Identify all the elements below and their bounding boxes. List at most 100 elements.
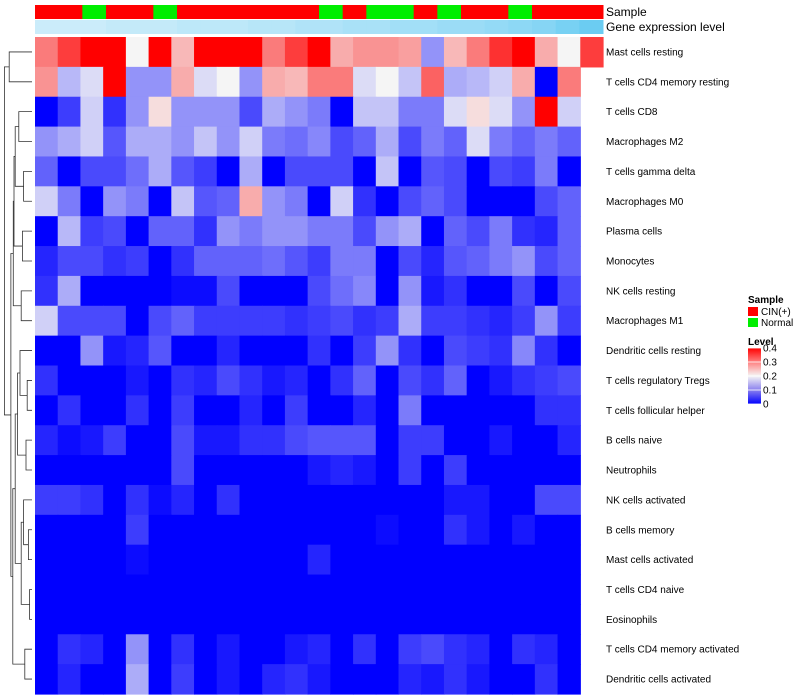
heatmap-cell (216, 37, 241, 68)
heatmap-cell (443, 305, 468, 337)
heatmap-cell (284, 66, 309, 98)
heatmap-cell (421, 275, 445, 307)
heatmap-cell (262, 66, 286, 98)
sample-annotation-cell (366, 5, 391, 19)
heatmap-cell (557, 305, 581, 337)
heatmap-cell (534, 66, 559, 98)
sample-annotation-cell (248, 5, 273, 19)
heatmap-cell (489, 246, 513, 277)
heatmap-cell (239, 395, 263, 426)
row-label: T cells CD4 memory resting (606, 77, 729, 88)
heatmap-cell (262, 126, 286, 158)
expression-annotation-bar (35, 20, 604, 34)
heatmap-cell (35, 335, 59, 367)
heatmap-cell (353, 246, 377, 277)
heatmap-cell (534, 574, 559, 606)
heatmap-cell (148, 335, 172, 367)
heatmap-cell (80, 156, 104, 187)
row-label: T cells gamma delta (606, 167, 696, 178)
heatmap-cell (421, 186, 445, 217)
heatmap-cell (489, 425, 513, 456)
heatmap-cell (194, 275, 218, 307)
heatmap-cell (57, 604, 82, 635)
heatmap-cell (284, 425, 309, 456)
heatmap-cell (375, 455, 400, 486)
heatmap-cell (35, 216, 59, 247)
heatmap-cell (262, 634, 286, 665)
heatmap-cell (534, 365, 559, 396)
heatmap-cell (148, 216, 172, 247)
heatmap-cell (284, 246, 309, 277)
heatmap-cell (330, 96, 354, 128)
heatmap-cell (489, 156, 513, 187)
legend-tick-label: 0.4 (763, 344, 777, 355)
heatmap-cell (489, 544, 513, 576)
heatmap-cell (353, 305, 377, 337)
heatmap-cell (35, 275, 59, 307)
heatmap-cell (194, 604, 218, 635)
heatmap-cell (125, 186, 150, 217)
heatmap-cell (489, 514, 513, 546)
expression-annotation-cell (271, 20, 296, 34)
heatmap-cell (512, 395, 536, 426)
heatmap-cell (489, 216, 513, 247)
row-label: T cells CD4 memory activated (606, 645, 739, 656)
heatmap-cell (512, 484, 536, 516)
heatmap-cell (216, 216, 241, 247)
heatmap-cell (398, 574, 422, 606)
legend-sample-items: CIN(+)Normal (748, 307, 793, 329)
dendrogram-branch (22, 230, 32, 262)
heatmap-cell (307, 395, 331, 426)
heatmap-cell (512, 216, 536, 247)
heatmap-cell (307, 186, 331, 217)
heatmap-cell (262, 186, 286, 217)
heatmap-cell (57, 574, 82, 606)
sample-annotation-cell (390, 5, 415, 19)
heatmap-cell (557, 514, 581, 546)
heatmap-cell (557, 574, 581, 606)
heatmap-cell (557, 156, 581, 187)
heatmap-cell (171, 455, 195, 486)
heatmap-cell (307, 544, 331, 576)
heatmap-cell (35, 126, 59, 158)
heatmap-cell (148, 395, 172, 426)
heatmap-cell (80, 96, 104, 128)
heatmap-cell (489, 634, 513, 665)
heatmap-cell (262, 365, 286, 396)
heatmap-cell (443, 484, 468, 516)
heatmap-cell (375, 574, 400, 606)
heatmap-cell (262, 574, 286, 606)
heatmap-cell (466, 156, 490, 187)
heatmap-cell (443, 66, 468, 98)
heatmap-cell (375, 156, 400, 187)
heatmap-cell (557, 37, 581, 68)
heatmap-cell (171, 66, 195, 98)
heatmap-cell (353, 425, 377, 456)
heatmap-cell (148, 514, 172, 546)
heatmap-cell (194, 395, 218, 426)
heatmap-cell (353, 66, 377, 98)
heatmap-cell (443, 634, 468, 665)
expression-annotation-cell (532, 20, 557, 34)
sample-annotation-cell (319, 5, 344, 19)
heatmap-cell (194, 514, 218, 546)
heatmap-cell (398, 66, 422, 98)
expression-annotation-cell (319, 20, 344, 34)
dendrogram-branch (14, 126, 24, 187)
sample-annotation-cell (295, 5, 320, 19)
heatmap-cell (194, 664, 218, 695)
heatmap-cell (35, 246, 59, 277)
heatmap-cell (421, 96, 445, 128)
heatmap-cell (80, 305, 104, 337)
heatmap-cell (398, 305, 422, 337)
heatmap-cell (262, 216, 286, 247)
heatmap-cell (239, 186, 263, 217)
heatmap-cell (443, 156, 468, 187)
heatmap-cell (512, 275, 536, 307)
heatmap-cell (171, 186, 195, 217)
heatmap-cell (398, 37, 422, 68)
expression-annotation-cell (224, 20, 249, 34)
heatmap-cell (125, 544, 150, 576)
dendrogram-branch (17, 372, 26, 456)
